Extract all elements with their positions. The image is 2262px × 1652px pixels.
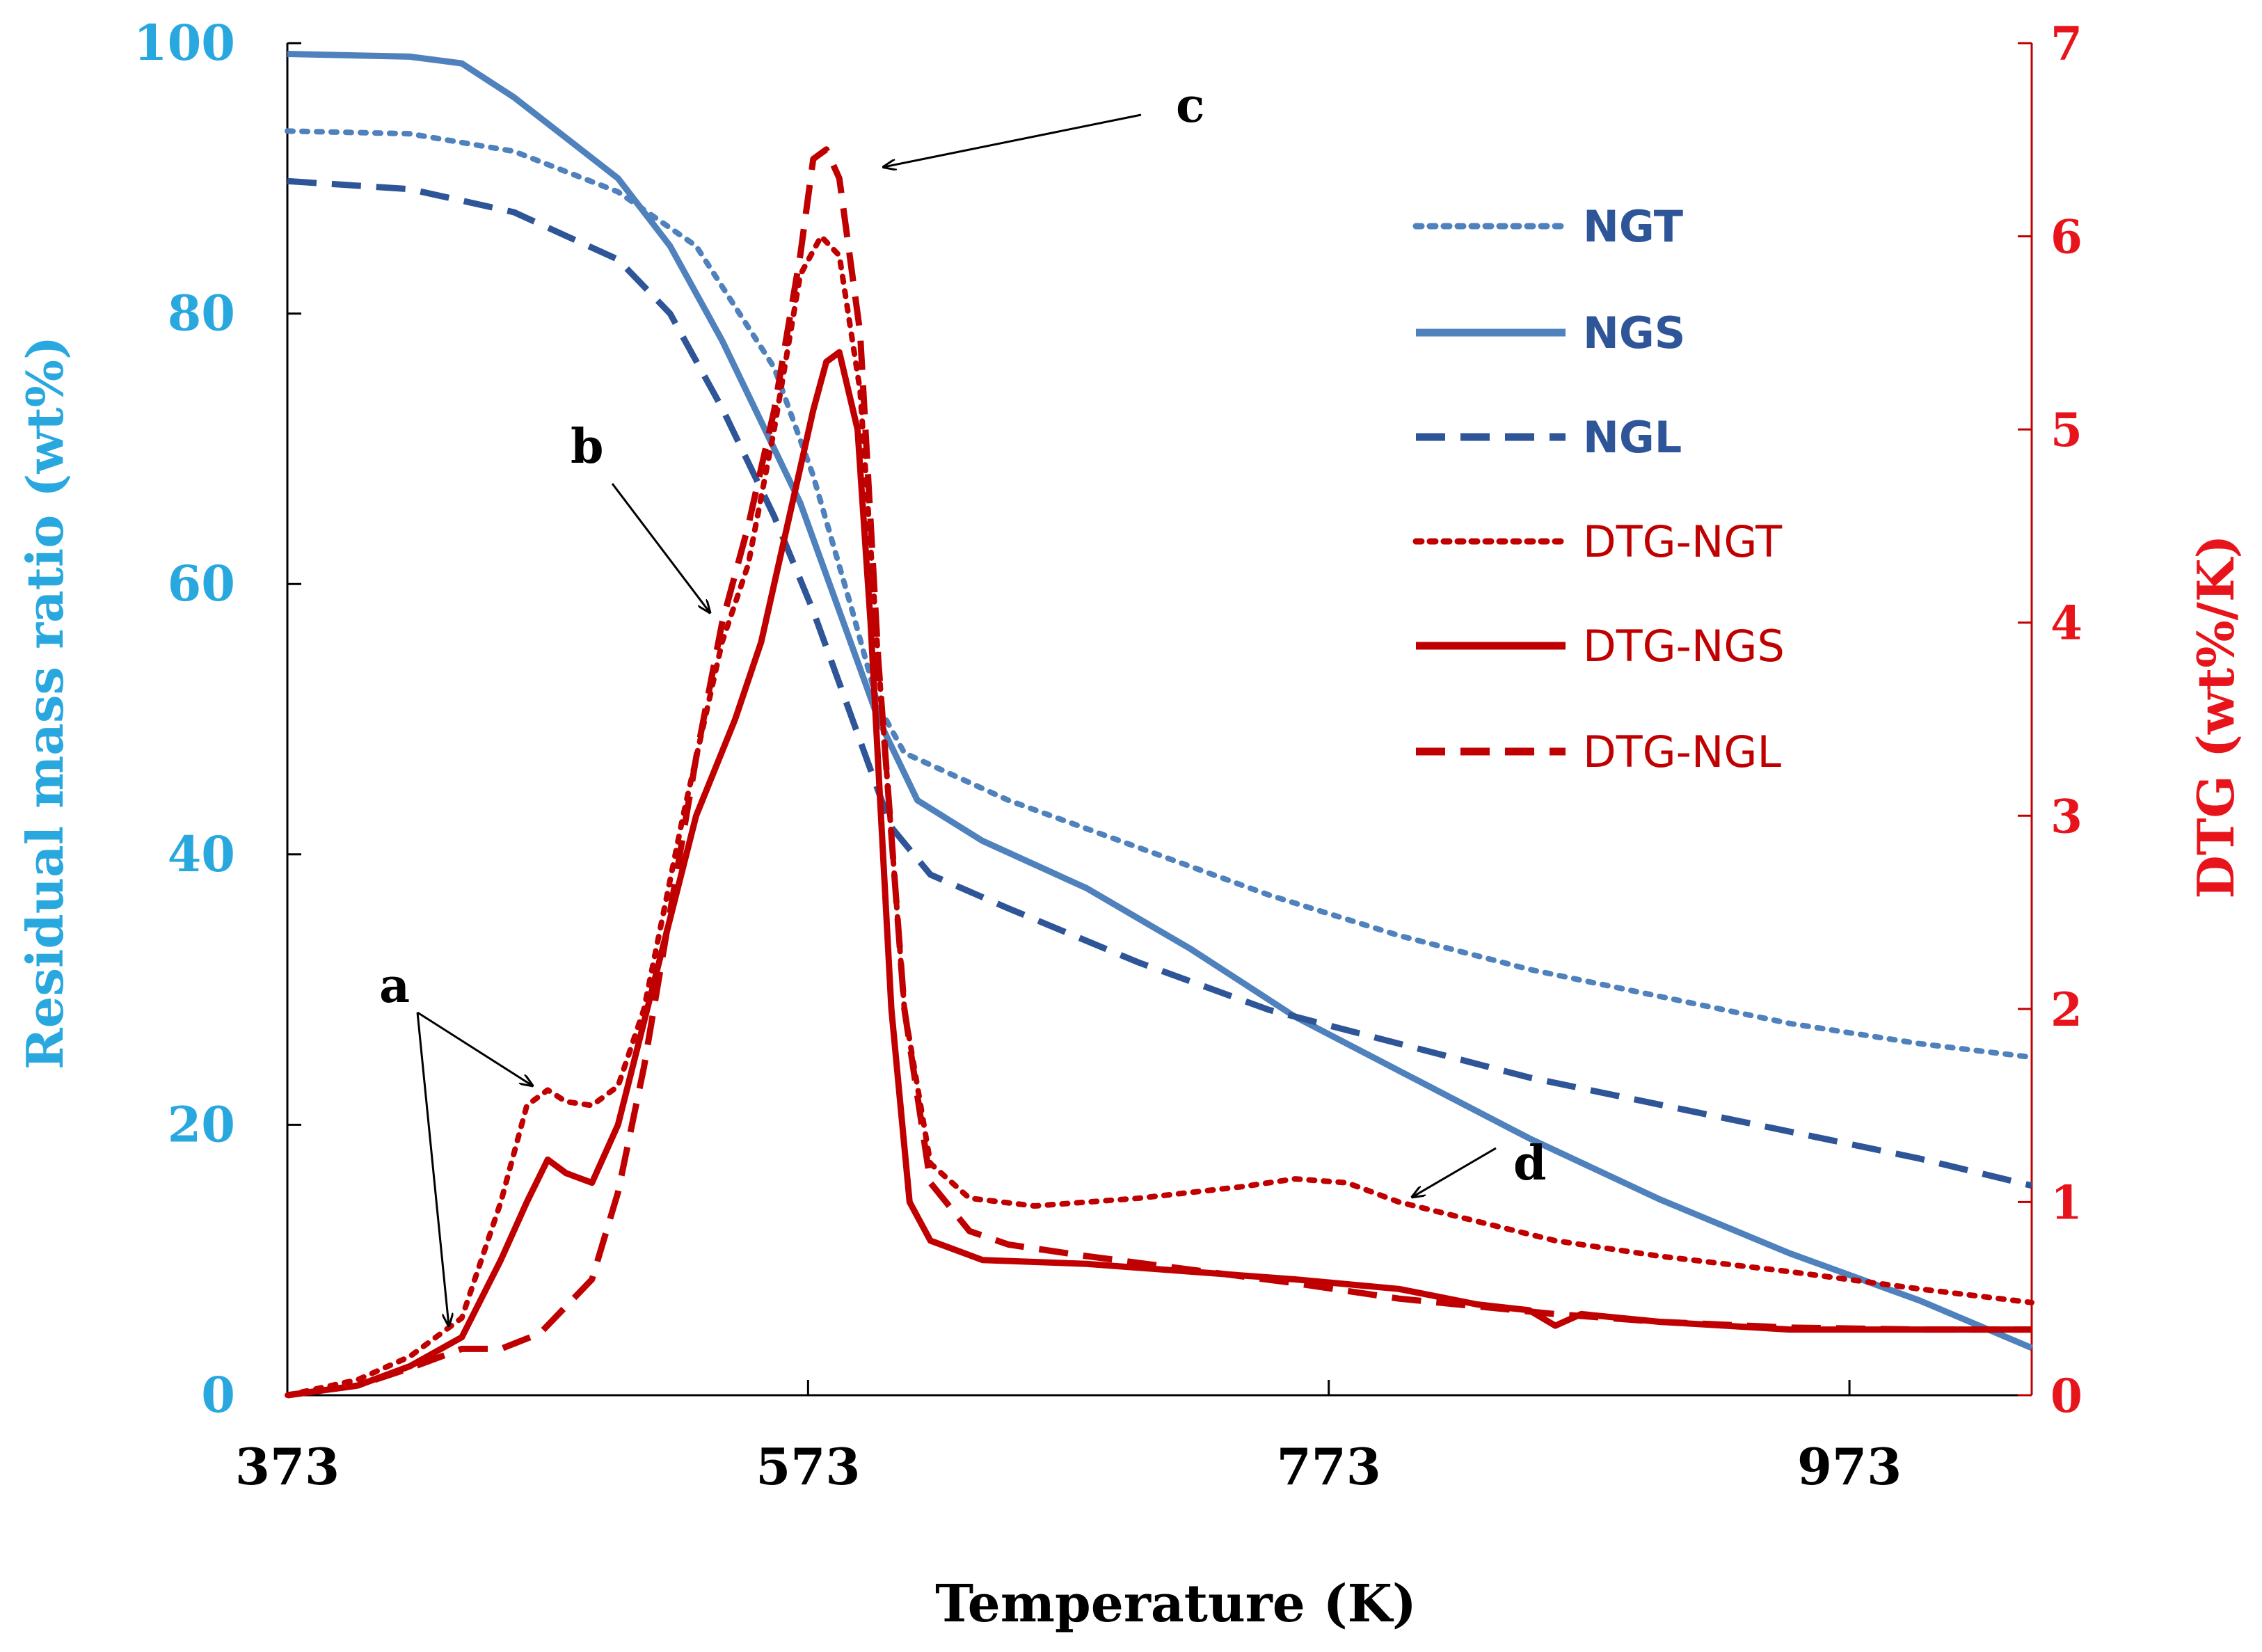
legend-label-dtg-ngt: DTG-NGT [1583,516,1783,567]
annotation-arrows [416,113,1497,1326]
y-right-tick-label: 6 [2050,210,2082,264]
y-right-tick-label: 7 [2050,17,2082,71]
legend: NGT NGS NGL DTG-NGT DTG-NGS DTG-NGL [1412,201,1785,777]
x-tick-label: 973 [1797,1437,1902,1496]
series-layer [285,51,2034,1399]
legend-label-ngs: NGS [1583,308,1685,358]
annotation-b-arrow [611,483,710,612]
series-line-ngl [287,177,2033,1189]
legend-label-ngl: NGL [1583,412,1682,463]
y-left-tick-label: 40 [168,825,235,883]
y-right-tick-label: 0 [2050,1369,2082,1423]
y-left-tick-label: 100 [134,14,235,72]
annotation-a-label: a [379,958,410,1014]
annotation-c-arrow [884,113,1142,167]
y-right-tick-label: 1 [2050,1175,2082,1230]
annotation-a-arrow-2 [416,1012,449,1326]
annotation-d-label: d [1513,1136,1547,1191]
y-left-tick-label: 20 [168,1095,235,1153]
legend-label-ngt: NGT [1583,201,1683,252]
x-tick-label: 573 [756,1437,860,1496]
y-right-tick-label: 2 [2050,983,2082,1037]
series-line-ngs [287,51,2033,1351]
y-left-tick-label: 60 [168,555,235,612]
annotation-labels: a b c d [379,78,1547,1191]
legend-label-dtg-ngl: DTG-NGL [1583,726,1781,777]
y-right-axis-title: DTG (wt%/K) [2186,534,2245,898]
x-tick-label: 773 [1277,1437,1381,1496]
y-left-axis-title: Residual mass ratio (wt%) [15,336,74,1070]
legend-label-dtg-ngs: DTG-NGS [1583,621,1785,672]
y-left-tick-label: 80 [168,285,235,342]
y-left-tick-label: 0 [201,1366,235,1424]
annotation-a-arrow-1 [417,1011,532,1086]
y-right-tick-label: 4 [2050,596,2082,651]
x-axis-title: Temperature (K) [935,1574,1417,1634]
series-line-dtg-ngl [287,146,2032,1399]
annotation-b-label: b [571,419,604,475]
annotation-c-label: c [1176,78,1204,134]
series-line-dtg-ngs [287,349,2032,1399]
x-tick-label: 373 [235,1437,340,1496]
series-line-ngt [285,128,2034,1061]
axes: 373 573 773 973 0 20 40 60 80 100 0 1 2 3 4 5 6 7 [134,14,2082,1496]
annotation-d-arrow [1412,1147,1497,1197]
y-right-tick-label: 3 [2050,789,2082,843]
y-right-tick-label: 5 [2050,403,2082,457]
series-line-dtg-ngt [285,233,2034,1398]
